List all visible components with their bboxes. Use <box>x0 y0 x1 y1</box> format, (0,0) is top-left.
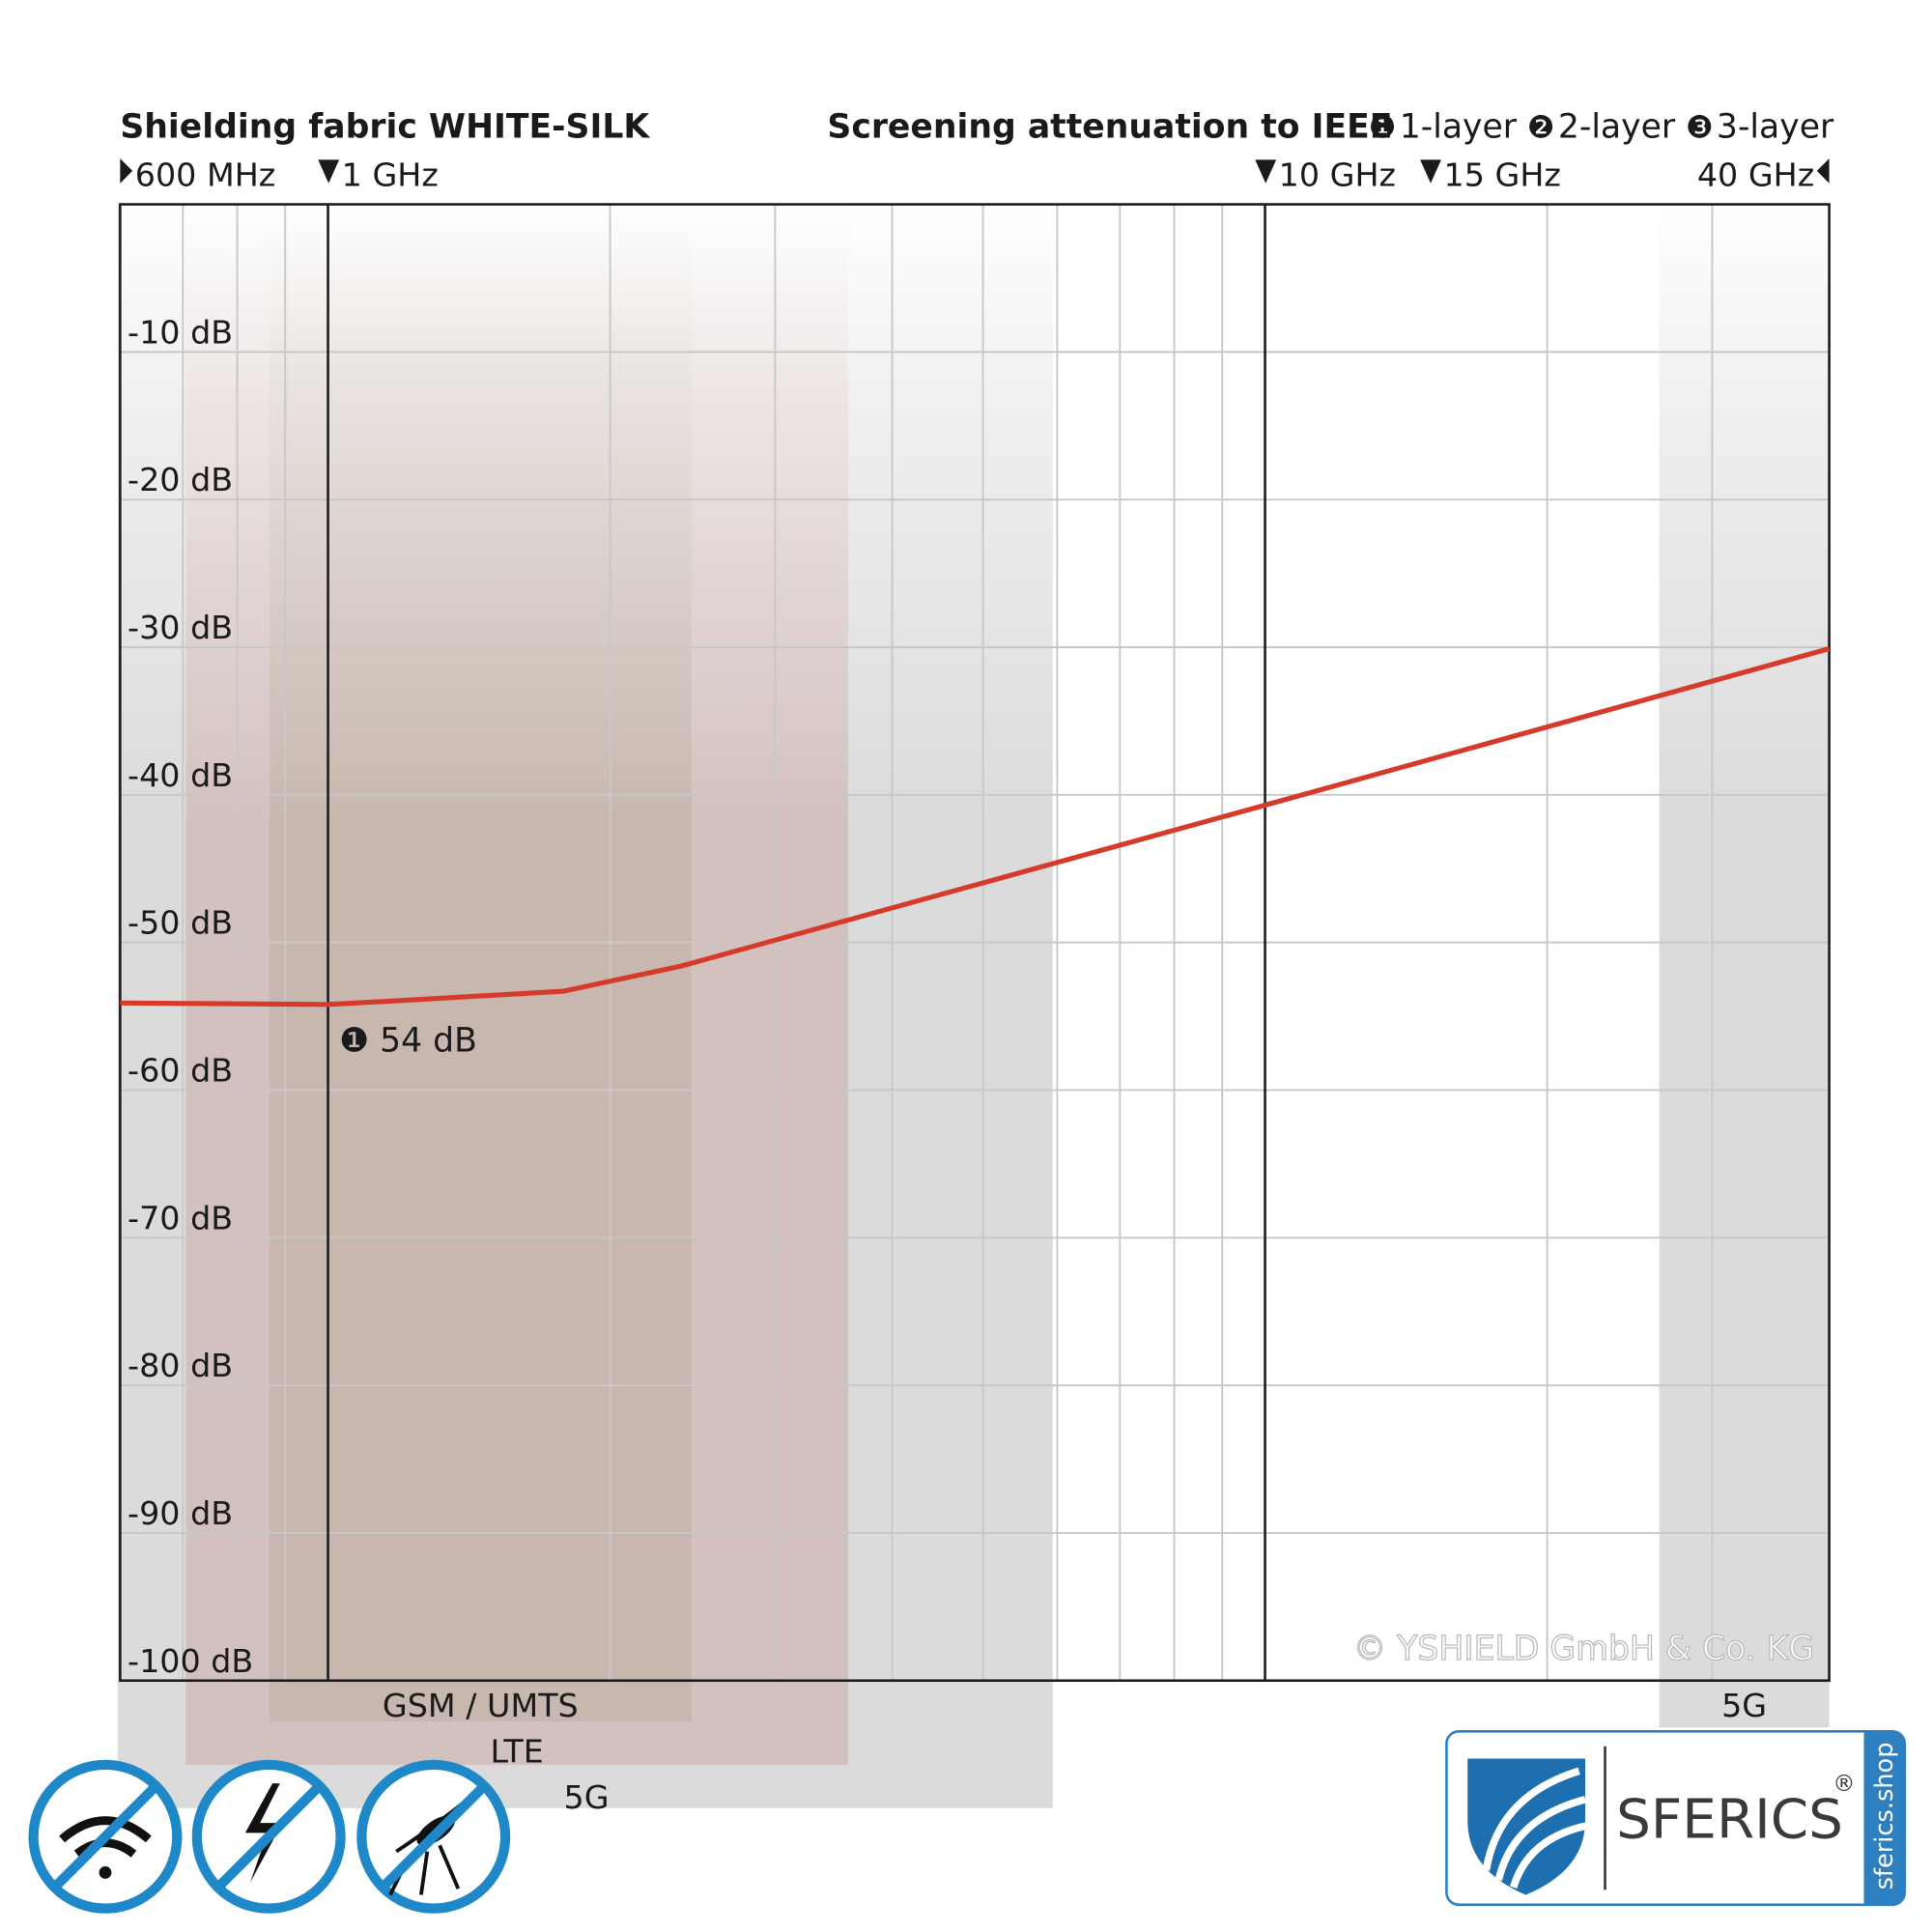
y-tick-label: -90 dB <box>128 1494 233 1532</box>
annotation: ❶ 54 dB <box>339 1022 477 1061</box>
tick-marker <box>1255 159 1277 184</box>
logo-name: SFERICS <box>1616 1789 1843 1852</box>
legend-label: 1-layer <box>1400 107 1518 146</box>
x-tick-label: 10 GHz <box>1279 156 1396 193</box>
icon-lightning <box>191 1759 346 1914</box>
band-label: GSM / UMTS <box>383 1687 579 1724</box>
y-tick-label: -100 dB <box>128 1642 253 1680</box>
y-tick-label: -10 dB <box>128 313 233 351</box>
legend-marker: ❶ <box>1369 108 1397 145</box>
tick-marker <box>1420 159 1441 184</box>
x-tick-label: 600 MHz <box>135 156 276 193</box>
band-label: LTE <box>490 1732 543 1770</box>
logo-url: sferics.shop <box>1870 1742 1899 1889</box>
legend-label: 3-layer <box>1717 107 1834 146</box>
y-tick-label: -70 dB <box>128 1199 233 1236</box>
icon-wifi <box>28 1759 183 1914</box>
logo: SFERICS ® sferics.shop <box>1445 1730 1907 1907</box>
y-tick-label: -80 dB <box>128 1347 233 1384</box>
plot-frame <box>119 203 1831 1683</box>
legend-marker: ❷ <box>1527 108 1555 145</box>
y-tick-label: -40 dB <box>128 756 233 794</box>
band-label: 5G <box>564 1778 610 1816</box>
logo-mark: ® <box>1833 1772 1855 1797</box>
tick-marker <box>120 158 133 184</box>
copyright: © YSHIELD GmbH & Co. KG <box>1353 1630 1815 1668</box>
legend-label: 2-layer <box>1558 107 1676 146</box>
icon-mosquito <box>356 1759 511 1914</box>
x-tick-label: 15 GHz <box>1443 156 1560 193</box>
y-tick-label: -20 dB <box>128 461 233 498</box>
y-tick-label: -30 dB <box>128 609 233 646</box>
y-tick-label: -50 dB <box>128 904 233 942</box>
tick-marker <box>1816 158 1830 184</box>
x-tick-label: 1 GHz <box>342 156 439 193</box>
band-fade <box>120 204 1830 824</box>
series-line <box>120 646 1831 1008</box>
y-tick-label: -60 dB <box>128 1051 233 1089</box>
band-label: 5G <box>1721 1687 1767 1724</box>
chart-subtitle: Screening attenuation to IEEE <box>827 107 1392 146</box>
legend-marker: ❸ <box>1686 108 1714 145</box>
chart-title: Shielding fabric WHITE-SILK <box>120 107 650 146</box>
tick-marker <box>318 159 340 184</box>
x-tick-label: 40 GHz <box>1697 156 1814 193</box>
